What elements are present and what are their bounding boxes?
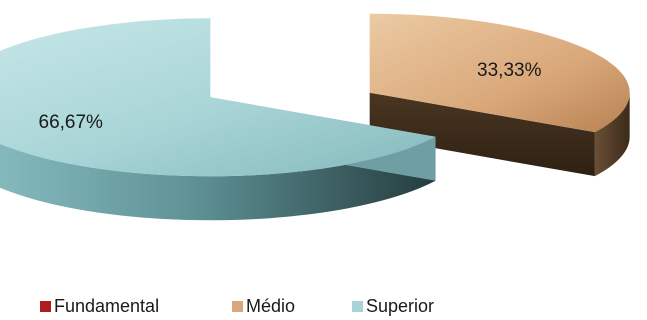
legend-swatch-medio <box>232 301 243 312</box>
legend-item-superior: Superior <box>352 296 434 317</box>
legend-item-fundamental: Fundamental <box>40 296 159 317</box>
legend-label-medio: Médio <box>246 296 296 316</box>
pie-slice-superior <box>0 18 436 221</box>
pie-slice-mdio <box>369 13 630 177</box>
legend-swatch-fundamental <box>40 301 51 312</box>
legend-swatch-superior <box>352 301 363 312</box>
data-label-superior: 66,67% <box>39 112 104 133</box>
slice-side-wall <box>594 92 630 177</box>
legend: Fundamental Médio Superior <box>40 296 600 320</box>
legend-item-medio: Médio <box>232 296 295 317</box>
slice-cut-face <box>369 92 595 177</box>
slice-top-face <box>0 18 436 177</box>
legend-label-superior: Superior <box>366 296 435 316</box>
data-label-mdio: 33,33% <box>477 60 542 81</box>
slice-side-wall <box>0 136 436 221</box>
legend-label-fundamental: Fundamental <box>54 296 160 316</box>
slice-top-face <box>369 13 630 133</box>
